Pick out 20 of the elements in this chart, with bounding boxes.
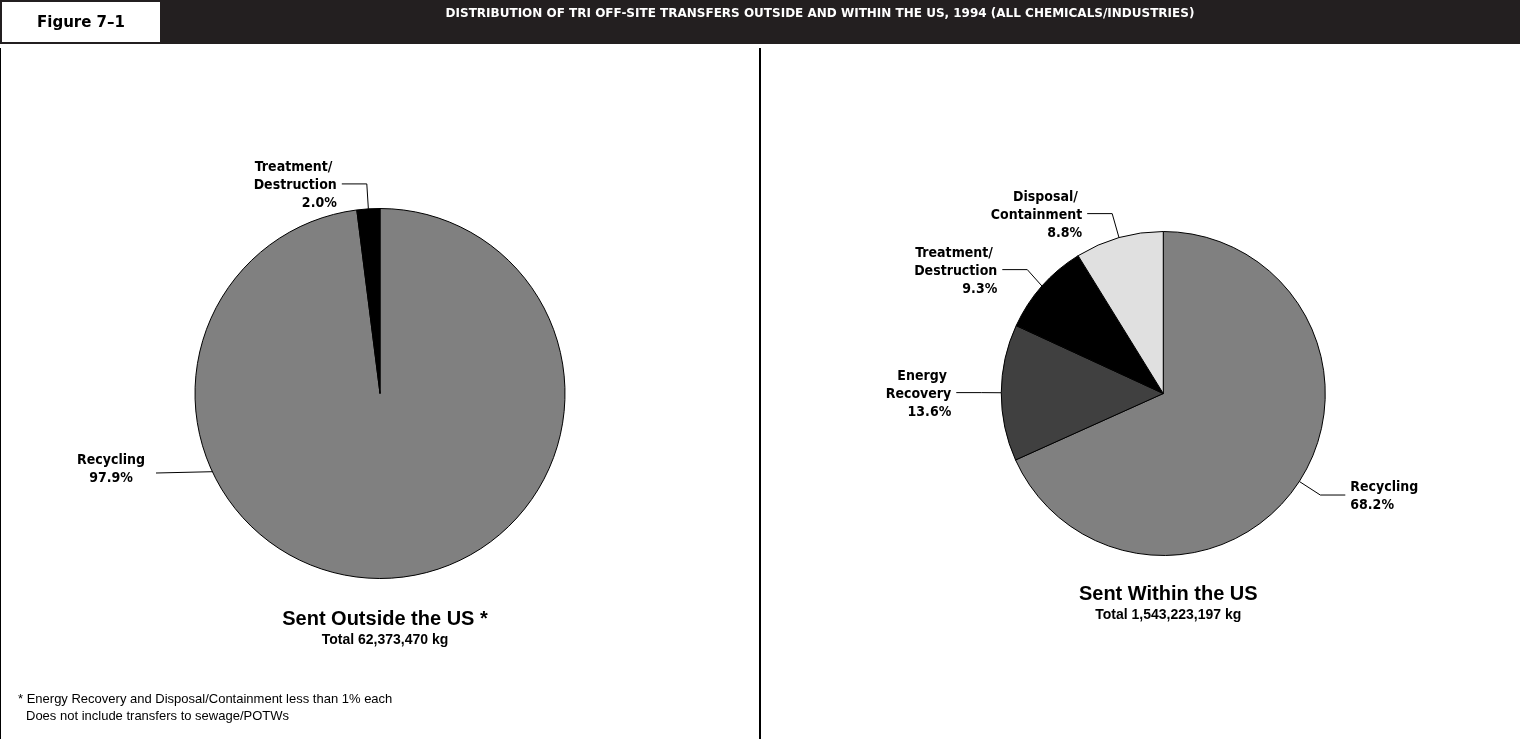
data-label: 9.3% bbox=[962, 279, 998, 296]
slice-label: Treatment/ Destruction bbox=[253, 157, 337, 192]
data-label: 8.8% bbox=[1047, 223, 1083, 240]
text: * Energy Recovery and Disposal/Containment less than 1% each bbox=[18, 690, 393, 707]
slice-label: Treatment/ Destruction bbox=[914, 243, 998, 278]
slice-label: Recycling bbox=[77, 451, 145, 467]
text: DISTRIBUTION OF TRI OFF-SITE TRANSFERS OUTSIDE AND WITHIN THE US, 1994 (ALL CHEMICALS/INDUSTRIES) bbox=[444, 5, 1196, 22]
data-label: 2.0% bbox=[301, 193, 338, 210]
text: Sent Outside the US * bbox=[282, 607, 489, 629]
slice-label: Disposal/ Containment bbox=[990, 187, 1083, 222]
text: Total 1,543,223,197 kg bbox=[1095, 606, 1242, 622]
text: Sent Within the US bbox=[1078, 582, 1258, 604]
data-label: 13.6% bbox=[907, 402, 952, 419]
slice-label: Energy Recovery bbox=[885, 366, 952, 401]
text: Total 62,373,470 kg bbox=[321, 631, 449, 647]
data-label: 97.9% bbox=[89, 469, 134, 485]
data-label: 68.2% bbox=[1350, 496, 1395, 513]
caption: Figure 7–1 bbox=[0, 0, 162, 44]
text: Does not include transfers to sewage/POTWs bbox=[25, 707, 290, 724]
slice-label: Recycling bbox=[1350, 478, 1419, 495]
